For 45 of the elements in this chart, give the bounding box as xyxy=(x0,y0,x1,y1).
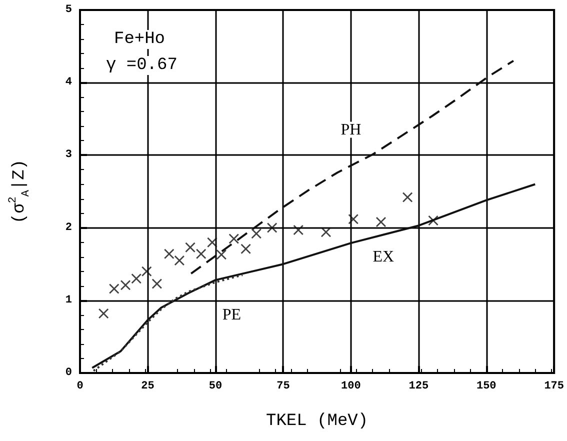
point xyxy=(251,228,262,239)
point xyxy=(293,224,304,235)
annotation: PH xyxy=(340,121,362,138)
y-tick-label: 1 xyxy=(65,294,72,306)
annotation: Fe+Ho xyxy=(114,30,166,49)
point xyxy=(348,214,358,224)
point xyxy=(109,284,120,294)
annotation: PE xyxy=(222,306,242,324)
y-axis-title: (σ2A|Z) xyxy=(8,159,32,224)
point xyxy=(376,216,386,227)
point xyxy=(240,244,251,254)
x-axis-title: TKEL (MeV) xyxy=(266,412,368,431)
point xyxy=(267,222,278,233)
x-tick-label: 50 xyxy=(208,380,222,392)
y-tick-label: 2 xyxy=(65,222,72,234)
x-tick-label: 125 xyxy=(408,380,429,392)
point xyxy=(164,248,174,259)
point xyxy=(174,255,184,266)
x-tick-label: 175 xyxy=(544,380,564,392)
y-tick-label: 0 xyxy=(65,367,72,379)
point xyxy=(228,234,239,244)
point xyxy=(131,274,142,284)
point xyxy=(152,278,162,289)
point xyxy=(142,266,152,276)
y-tick-label: 3 xyxy=(65,149,72,162)
x-tick-label: 0 xyxy=(76,380,84,392)
point xyxy=(216,250,226,260)
point xyxy=(98,308,109,318)
line-series xyxy=(92,274,244,372)
line-series xyxy=(190,60,514,275)
point xyxy=(185,242,196,252)
point xyxy=(320,227,331,238)
line-series xyxy=(91,183,536,369)
x-tick-label: 75 xyxy=(276,380,290,392)
annotation: γ =0.67 xyxy=(106,56,178,75)
annotation: EX xyxy=(372,248,395,266)
y-tick-label: 4 xyxy=(65,76,72,89)
y-tick-label: 5 xyxy=(65,4,72,16)
x-tick-label: 25 xyxy=(141,380,155,392)
point xyxy=(120,280,131,290)
x-tick-label: 150 xyxy=(476,380,496,392)
point xyxy=(207,237,218,248)
point xyxy=(196,248,206,259)
x-tick-label: 100 xyxy=(341,380,361,392)
point xyxy=(402,192,413,202)
